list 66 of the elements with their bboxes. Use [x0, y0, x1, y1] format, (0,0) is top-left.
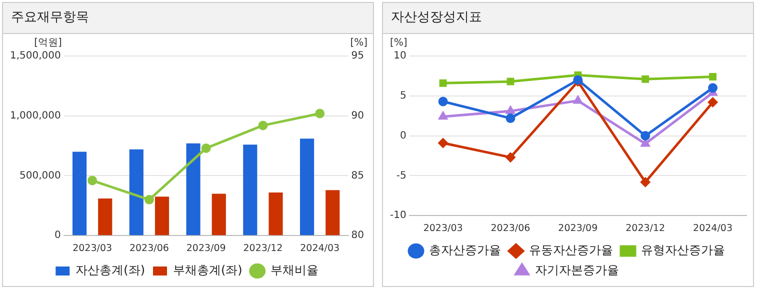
point [709, 73, 717, 80]
x-tick-label: 2023/03 [423, 222, 463, 234]
point [708, 98, 718, 108]
point [506, 113, 516, 123]
y2-tick-label: 85 [351, 170, 364, 182]
x-tick-label: 2023/03 [72, 242, 112, 254]
point [506, 106, 515, 114]
y-tick-label: 5 [400, 90, 406, 102]
bar [72, 152, 87, 236]
x-tick-label: 2023/12 [243, 242, 283, 254]
y-tick-label: 10 [394, 50, 406, 62]
chart-title: 주요재무항목 [3, 3, 373, 34]
y-tick-label: 0 [54, 230, 61, 242]
y-tick-label: 1,000,000 [10, 110, 61, 122]
y2-tick-label: 90 [351, 110, 364, 122]
x-tick-label: 2023/12 [626, 222, 666, 234]
point [439, 79, 447, 87]
y2-tick-label: 95 [351, 50, 364, 62]
y-tick-label: 500,000 [20, 170, 61, 182]
point [506, 152, 516, 162]
bar [129, 149, 144, 236]
point [506, 78, 514, 86]
y-axis-title: [억원] [34, 38, 62, 49]
point [640, 131, 650, 141]
bar [243, 144, 258, 236]
x-tick-label: 2023/06 [129, 242, 169, 254]
x-tick-label: 2024/03 [300, 242, 340, 254]
y-tick-label: 0 [400, 130, 406, 142]
point [642, 75, 650, 83]
chart-title: 자산성장성지표 [383, 3, 753, 34]
bar [212, 194, 226, 236]
legend-label: 부채비율 [270, 263, 318, 278]
legend-label: 유형자산증가율 [641, 243, 725, 258]
legend-label: 자산총계(좌) [76, 263, 146, 278]
x-tick-label: 2023/06 [490, 222, 530, 234]
point [708, 83, 718, 93]
point [640, 177, 650, 187]
bar [186, 143, 200, 236]
bar [98, 198, 112, 236]
bar [300, 138, 314, 236]
legend-label: 총자산증가율 [429, 243, 501, 258]
y-axis-title: [%] [390, 38, 408, 49]
point [438, 138, 448, 148]
x-tick-label: 2023/09 [186, 242, 226, 254]
bar [268, 192, 283, 236]
point [574, 96, 582, 104]
point [258, 120, 268, 130]
legend-label: 부채총계(좌) [173, 263, 242, 278]
y-tick-label: -5 [396, 170, 406, 182]
bar [326, 190, 340, 236]
y-tick-label: 1,500,000 [10, 50, 61, 62]
point [438, 112, 448, 120]
point [88, 176, 98, 186]
x-tick-label: 2023/09 [558, 222, 598, 234]
point [201, 143, 211, 153]
y2-axis-title: [%] [350, 38, 368, 49]
bar [154, 196, 170, 236]
point [641, 139, 650, 147]
legend-label: 자기자본증가율 [535, 263, 619, 278]
point [144, 194, 154, 204]
y-tick-label: -10 [390, 210, 406, 222]
y2-tick-label: 80 [351, 230, 364, 242]
point [315, 108, 325, 118]
legend-label: 유동자산증가율 [529, 243, 613, 258]
point [438, 96, 448, 106]
x-tick-label: 2024/03 [693, 222, 733, 234]
